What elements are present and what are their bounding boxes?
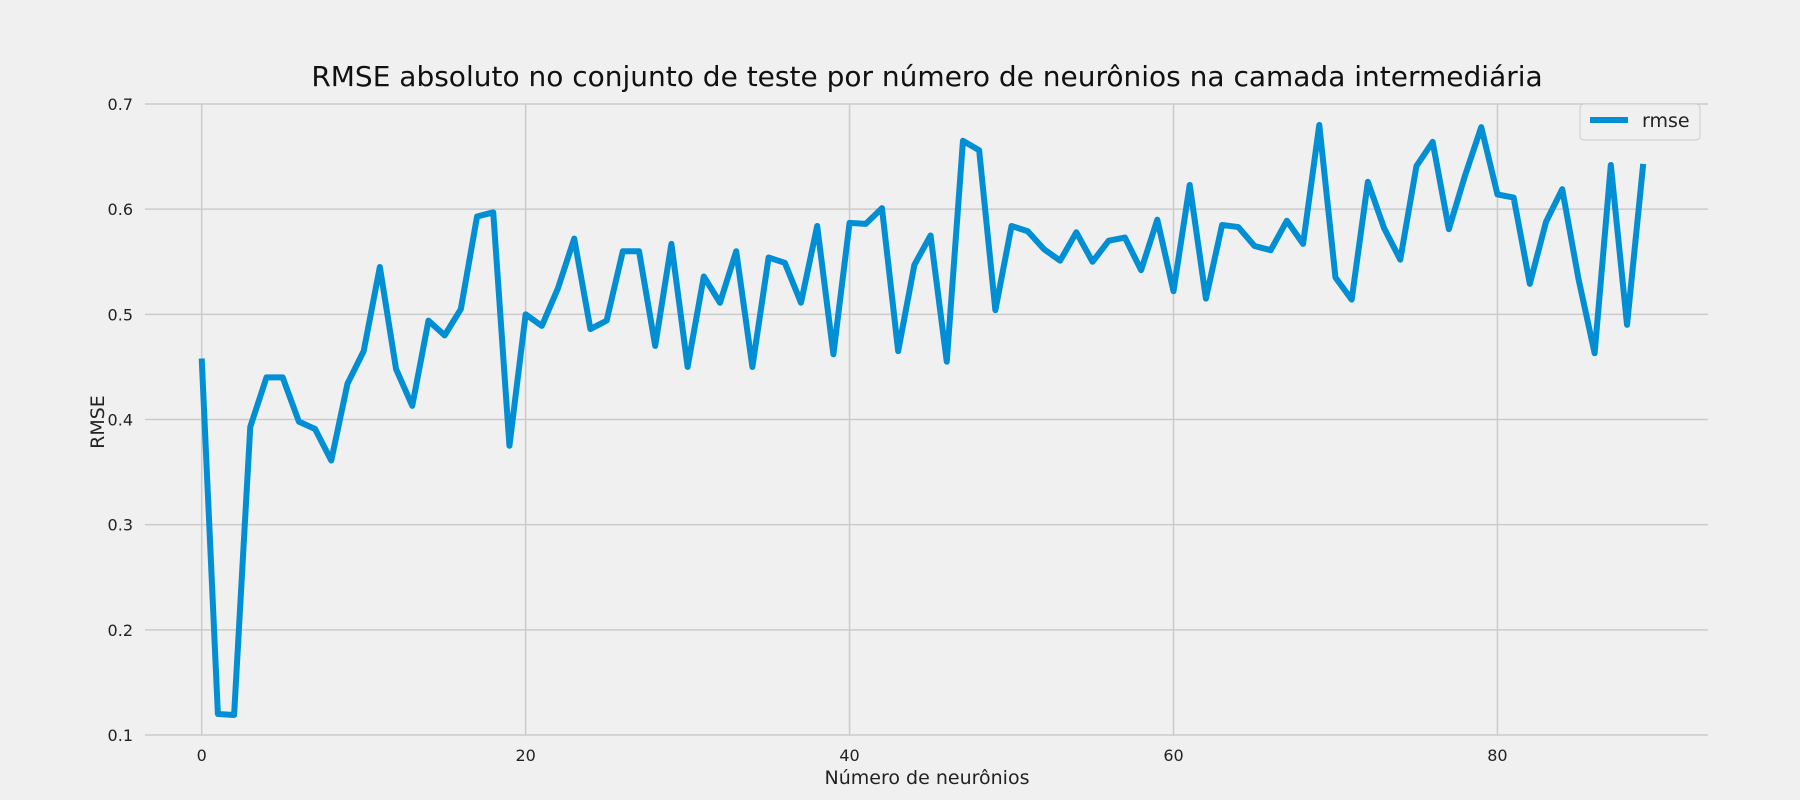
legend: rmse [1579, 103, 1701, 141]
legend-box [1579, 103, 1701, 141]
y-tick-label: 0.1 [108, 726, 133, 745]
x-tick-label: 80 [1487, 746, 1507, 765]
grid-layer [145, 103, 1708, 736]
y-tick-label: 0.6 [108, 200, 133, 219]
y-tick-label: 0.5 [108, 305, 133, 324]
y-tick-label: 0.3 [108, 516, 133, 535]
x-tick-label: 20 [515, 746, 535, 765]
y-tick-label: 0.7 [108, 95, 133, 114]
tick-labels: 0.1 0.2 0.3 0.4 0.5 0.6 0.7 0 20 40 60 80 [108, 95, 1508, 765]
series-line-rmse [198, 122, 1647, 719]
y-tick-label: 0.4 [108, 411, 133, 430]
x-tick-label: 0 [197, 746, 207, 765]
series-layer [198, 122, 1647, 719]
x-tick-label: 40 [839, 746, 859, 765]
y-tick-label: 0.2 [108, 621, 133, 640]
x-tick-label: 60 [1163, 746, 1183, 765]
x-axis-title: Número de neurônios [825, 767, 1030, 789]
y-axis-title: RMSE [87, 395, 109, 449]
legend-label-rmse: rmse [1642, 110, 1690, 132]
chart-title: RMSE absoluto no conjunto de teste por n… [311, 60, 1542, 93]
